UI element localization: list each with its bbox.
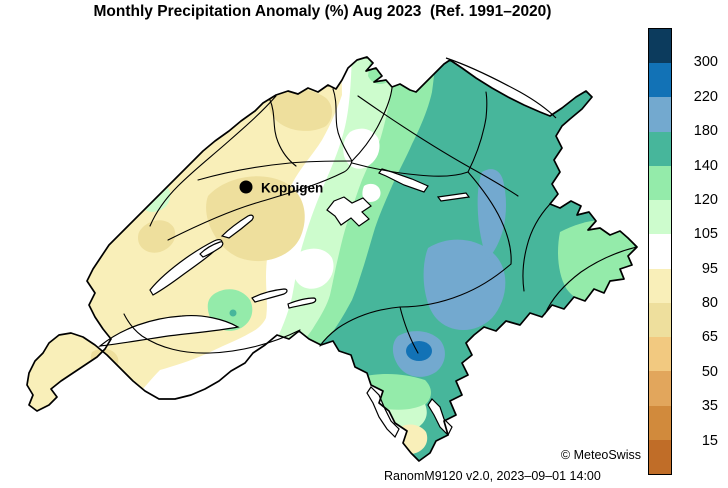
legend-band-khaki bbox=[649, 302, 671, 338]
legend-band-teal bbox=[649, 131, 671, 166]
legend-label-35: 35 bbox=[701, 398, 718, 415]
lake-thun bbox=[251, 288, 288, 303]
legend: 300 220 180 140 120 105 95 80 65 50 35 15 bbox=[648, 28, 718, 475]
page-title: Monthly Precipitation Anomaly (%) Aug 20… bbox=[93, 3, 552, 20]
internal-borders bbox=[123, 87, 638, 354]
legend-label-220: 220 bbox=[693, 88, 718, 105]
legend-band-dark_orange bbox=[649, 405, 671, 440]
legend-band-pale_green bbox=[649, 200, 671, 235]
region-jura-green-halo bbox=[74, 161, 121, 207]
version-line: RanomM9120 v2.0, 2023–09–01 14:00 bbox=[384, 469, 601, 483]
legend-colorbar bbox=[648, 28, 672, 475]
legend-label-65: 65 bbox=[701, 329, 718, 346]
region-drier-west-mid bbox=[138, 220, 176, 253]
region-drier-jura bbox=[50, 271, 77, 298]
legend-band-brown bbox=[649, 439, 671, 475]
legend-labels: 300 220 180 140 120 105 95 80 65 50 35 15 bbox=[682, 28, 726, 475]
region-blue-chur-valley bbox=[477, 169, 506, 260]
legend-label-105: 105 bbox=[693, 226, 718, 243]
lake-zurich bbox=[378, 168, 429, 193]
lake-murten bbox=[199, 241, 224, 258]
lakes bbox=[98, 57, 557, 439]
legend-label-180: 180 bbox=[693, 123, 718, 140]
region-wettest-spot bbox=[406, 341, 432, 361]
legend-label-300: 300 bbox=[693, 54, 718, 71]
lake-brienz bbox=[287, 297, 317, 309]
marker-dot bbox=[239, 180, 253, 194]
legend-band-steel_blue bbox=[649, 97, 671, 132]
legend-band-blue bbox=[649, 63, 671, 98]
region-teal-dot bbox=[229, 309, 237, 317]
region-drier-north bbox=[268, 88, 332, 131]
region-jura-green bbox=[81, 170, 114, 201]
region-blue-simplon bbox=[239, 359, 302, 429]
lake-walensee bbox=[436, 192, 471, 202]
legend-band-tan bbox=[649, 337, 671, 372]
lake-constance-shore bbox=[445, 57, 557, 119]
legend-label-15: 15 bbox=[701, 432, 718, 449]
legend-band-white bbox=[649, 234, 671, 269]
station-marker: Koppigen bbox=[239, 180, 323, 196]
lake-maggiore bbox=[366, 386, 400, 439]
legend-label-50: 50 bbox=[701, 363, 718, 380]
legend-label-140: 140 bbox=[693, 157, 718, 174]
lake-geneva bbox=[98, 314, 240, 347]
lake-biel bbox=[220, 214, 254, 239]
legend-band-orange bbox=[649, 371, 671, 406]
legend-band-navy bbox=[649, 29, 671, 64]
region-blue-graubuenden bbox=[423, 239, 506, 330]
legend-label-120: 120 bbox=[693, 191, 718, 208]
marker-label: Koppigen bbox=[261, 181, 323, 196]
attribution: © MeteoSwiss bbox=[560, 448, 641, 462]
region-drier-koppigen bbox=[206, 176, 305, 262]
legend-label-80: 80 bbox=[701, 295, 718, 312]
region-white-pocket-small bbox=[362, 183, 381, 202]
region-white-pocket-center bbox=[293, 248, 334, 289]
lake-lucerne bbox=[326, 196, 372, 227]
legend-label-95: 95 bbox=[701, 260, 718, 277]
legend-band-green bbox=[649, 165, 671, 201]
legend-band-pale_yellow bbox=[649, 268, 671, 303]
